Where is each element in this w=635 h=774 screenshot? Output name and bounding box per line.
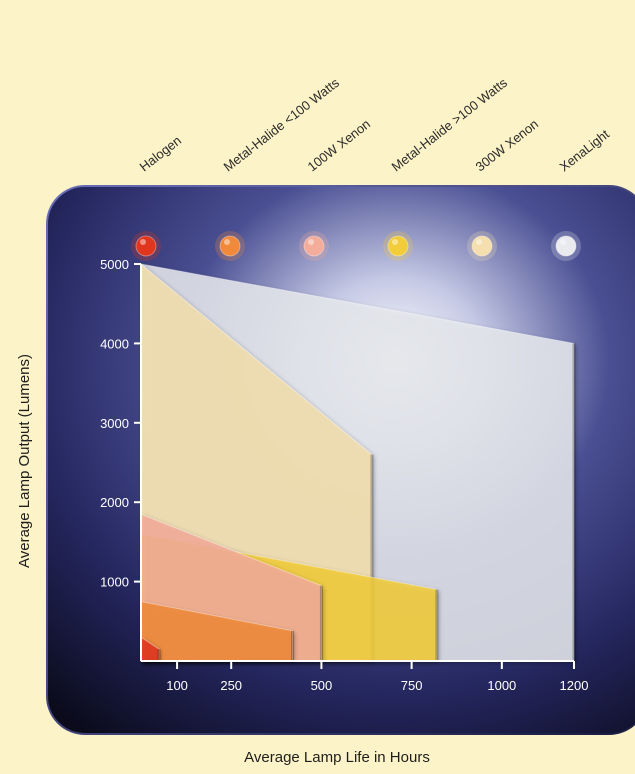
y-tick-label: 5000 (100, 257, 129, 272)
plot-areas (140, 262, 576, 662)
x-tick-label: 750 (401, 678, 423, 693)
y-ticks: 1000 2000 3000 4000 5000 (100, 257, 141, 590)
x-tick-label: 1200 (560, 678, 589, 693)
legend-dots (131, 231, 581, 261)
legend-dot-highlight (476, 239, 482, 245)
x-tick-label: 100 (166, 678, 188, 693)
legend-dot-highlight (560, 239, 566, 245)
x-tick-label: 250 (220, 678, 242, 693)
legend-dot-highlight (392, 239, 398, 245)
y-axis-title: Average Lamp Output (Lumens) (16, 354, 33, 568)
legend-dot-highlight (308, 239, 314, 245)
x-tick-label: 500 (311, 678, 333, 693)
legend-dot-metal-halide-100-watts (219, 235, 241, 257)
x-tick-label: 1000 (487, 678, 516, 693)
legend-label-100w-xenon: 100W Xenon (305, 116, 373, 174)
legend-dot-xenalight (555, 235, 577, 257)
y-tick-label: 1000 (100, 575, 129, 590)
legend-label-halogen: Halogen (137, 133, 184, 175)
y-tick-label: 3000 (100, 416, 129, 431)
legend-dot-highlight (140, 239, 146, 245)
x-axis-title: Average Lamp Life in Hours (244, 749, 430, 766)
legend-label-xenalight: XenaLight (557, 126, 613, 174)
legend-dot-100w-xenon (303, 235, 325, 257)
legend-label-300w-xenon: 300W Xenon (473, 116, 541, 174)
x-ticks: 100 250 500 750 1000 1200 (166, 661, 588, 693)
legend-dot-metal-halide-100-watts (387, 235, 409, 257)
y-tick-label: 4000 (100, 336, 129, 351)
legend-dot-highlight (224, 239, 230, 245)
legend-dot-halogen (135, 235, 157, 257)
y-tick-label: 2000 (100, 495, 129, 510)
legend-dot-300w-xenon (471, 235, 493, 257)
